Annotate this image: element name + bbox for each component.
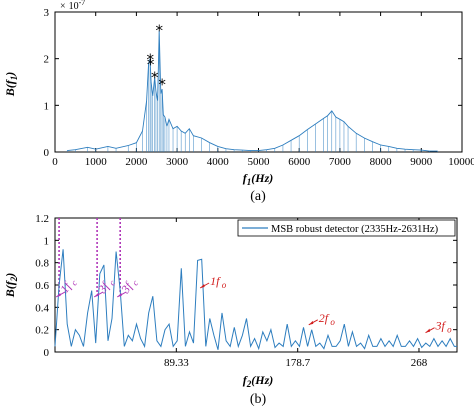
b-series-line — [54, 249, 457, 351]
b-annotation-label: 1f o — [210, 274, 227, 290]
b-annotation-arrowhead — [200, 284, 205, 288]
b-ytick-label: 0.8 — [35, 258, 49, 270]
panel-a-ticks: 0 1000 2000 3000 4000 5000 6000 7000 8000 9000 100… — [44, 7, 474, 168]
a-xtick-label: 9000 — [410, 156, 433, 168]
panel-a-xlabel: f1(Hz) — [243, 171, 274, 187]
legend: MSB robust detector (2335Hz-2631Hz) — [237, 219, 456, 237]
b-annotation-arrowhead — [308, 320, 314, 325]
a-peak-marker: * — [155, 22, 163, 40]
a-peak-marker: * — [146, 51, 154, 69]
b-annotation-label: 3f o — [435, 319, 453, 335]
panel-b-ticks: 89.33 178.7 268 0 0.2 0.4 0.6 0.8 1 1.2 — [35, 213, 457, 369]
a-peak-marker: * — [151, 68, 159, 86]
a-peak-marker: * — [147, 55, 155, 73]
b-annotation-label: 1f c — [57, 275, 79, 297]
a-ytick-label: 3 — [44, 7, 50, 19]
b-annotation-arrowhead — [117, 292, 122, 297]
panel-b-series — [54, 249, 457, 351]
panel-a-ylabel: B(f1) — [3, 72, 19, 98]
b-annotation-arrowhead — [94, 292, 99, 297]
a-ytick-label: 2 — [44, 54, 50, 66]
legend-box — [237, 219, 456, 237]
panel-a: 0 1000 2000 3000 4000 5000 6000 7000 8000 9000 100… — [3, 0, 474, 204]
panel-a-caption: (a) — [250, 189, 266, 204]
b-ytick-label: 0.4 — [35, 302, 49, 314]
a-xtick-label: 4000 — [207, 156, 230, 168]
panel-b-vlines — [58, 218, 121, 292]
a-ytick-label: 0 — [44, 147, 50, 159]
b-xtick-label: 178.7 — [285, 357, 310, 369]
a-ytick-label: 1 — [44, 100, 50, 112]
b-xtick-label: 89.33 — [164, 357, 189, 369]
panel-b-ylabel: B(f2) — [3, 273, 19, 299]
b-annotation-label: 2f o — [319, 311, 336, 327]
panel-a-exponent: × 10-7 — [60, 0, 85, 12]
panel-b-xlabel: f2(Hz) — [243, 373, 274, 389]
a-xtick-label: 7000 — [329, 156, 352, 168]
b-ytick-label: 0.6 — [35, 280, 49, 292]
b-annotation-arrowhead — [56, 292, 61, 297]
b-ytick-label: 0 — [44, 347, 50, 359]
a-xtick-label: 1000 — [85, 156, 108, 168]
panel-a-markers: **** * — [146, 22, 166, 94]
a-xtick-label: 6000 — [288, 156, 311, 168]
a-xtick-label: 0 — [52, 156, 58, 168]
legend-label: MSB robust detector (2335Hz-2631Hz) — [271, 224, 439, 235]
b-ytick-label: 0.2 — [35, 325, 49, 337]
a-peak-marker: * — [158, 75, 166, 93]
panel-a-series — [66, 30, 438, 152]
panel-a-frame — [54, 11, 463, 153]
panel-b-frame — [54, 217, 458, 353]
b-ytick-label: 1 — [44, 235, 50, 247]
b-xtick-label: 268 — [411, 357, 428, 369]
a-xtick-label: 10000 — [448, 156, 474, 168]
a-xtick-label: 8000 — [370, 156, 393, 168]
b-ytick-label: 1.2 — [35, 213, 49, 225]
a-xtick-label: 2000 — [125, 156, 148, 168]
a-xtick-label: 3000 — [166, 156, 189, 168]
panel-b-caption: (b) — [250, 392, 267, 407]
a-xtick-label: 5000 — [248, 156, 271, 168]
b-annotation-arrowhead — [425, 328, 431, 333]
